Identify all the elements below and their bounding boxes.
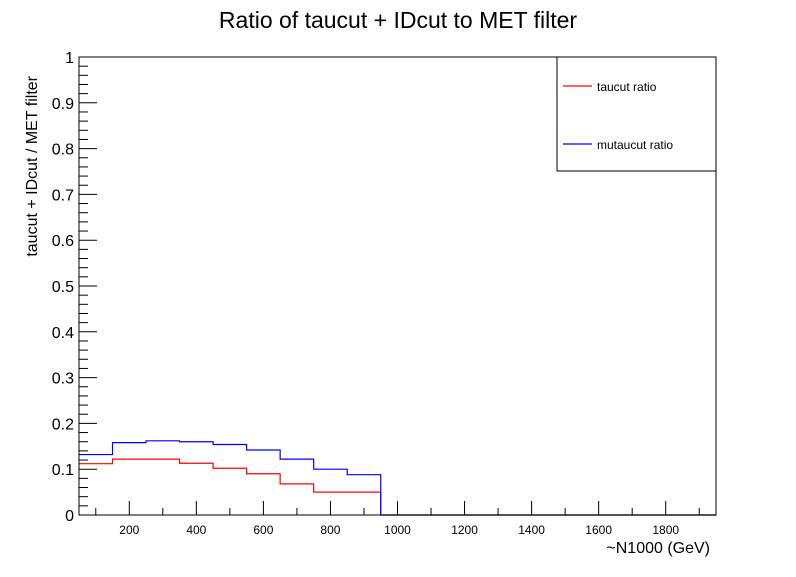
- legend: taucut ratio mutaucut ratio: [556, 56, 717, 172]
- y-tick-label: 0: [65, 508, 74, 525]
- plot-frame: [78, 56, 717, 516]
- y-tick-label: 0.3: [52, 371, 74, 388]
- x-tick-label: 800: [320, 523, 340, 537]
- x-tick-label: 400: [186, 523, 206, 537]
- y-tick-label: 0.8: [52, 142, 74, 159]
- x-tick-label: 1600: [585, 523, 612, 537]
- y-tick-label: 0.4: [52, 325, 74, 342]
- y-tick-label: 0.2: [52, 416, 74, 433]
- legend-label-0: taucut ratio: [597, 80, 657, 94]
- y-tick-label: 0.9: [52, 96, 74, 113]
- x-tick-label: 600: [253, 523, 273, 537]
- y-tick-label: 0.6: [52, 233, 74, 250]
- y-tick-label: 0.5: [52, 279, 74, 296]
- chart-title: Ratio of taucut + IDcut to MET filter: [219, 7, 577, 33]
- y-tick-label: 0.7: [52, 187, 74, 204]
- legend-label-1: mutaucut ratio: [597, 138, 673, 152]
- y-tick-label: 1: [65, 50, 74, 67]
- x-tick-label: 1400: [518, 523, 545, 537]
- x-tick-label: 200: [119, 523, 139, 537]
- legend-box: [556, 56, 717, 172]
- y-tick-label: 0.1: [52, 462, 74, 479]
- x-axis-label: ~N1000 (GeV): [606, 540, 710, 557]
- x-tick-label: 1800: [652, 523, 679, 537]
- y-axis-label: taucut + IDcut / MET filter: [24, 75, 41, 256]
- x-tick-label: 1200: [451, 523, 478, 537]
- x-tick-label: 1000: [384, 523, 411, 537]
